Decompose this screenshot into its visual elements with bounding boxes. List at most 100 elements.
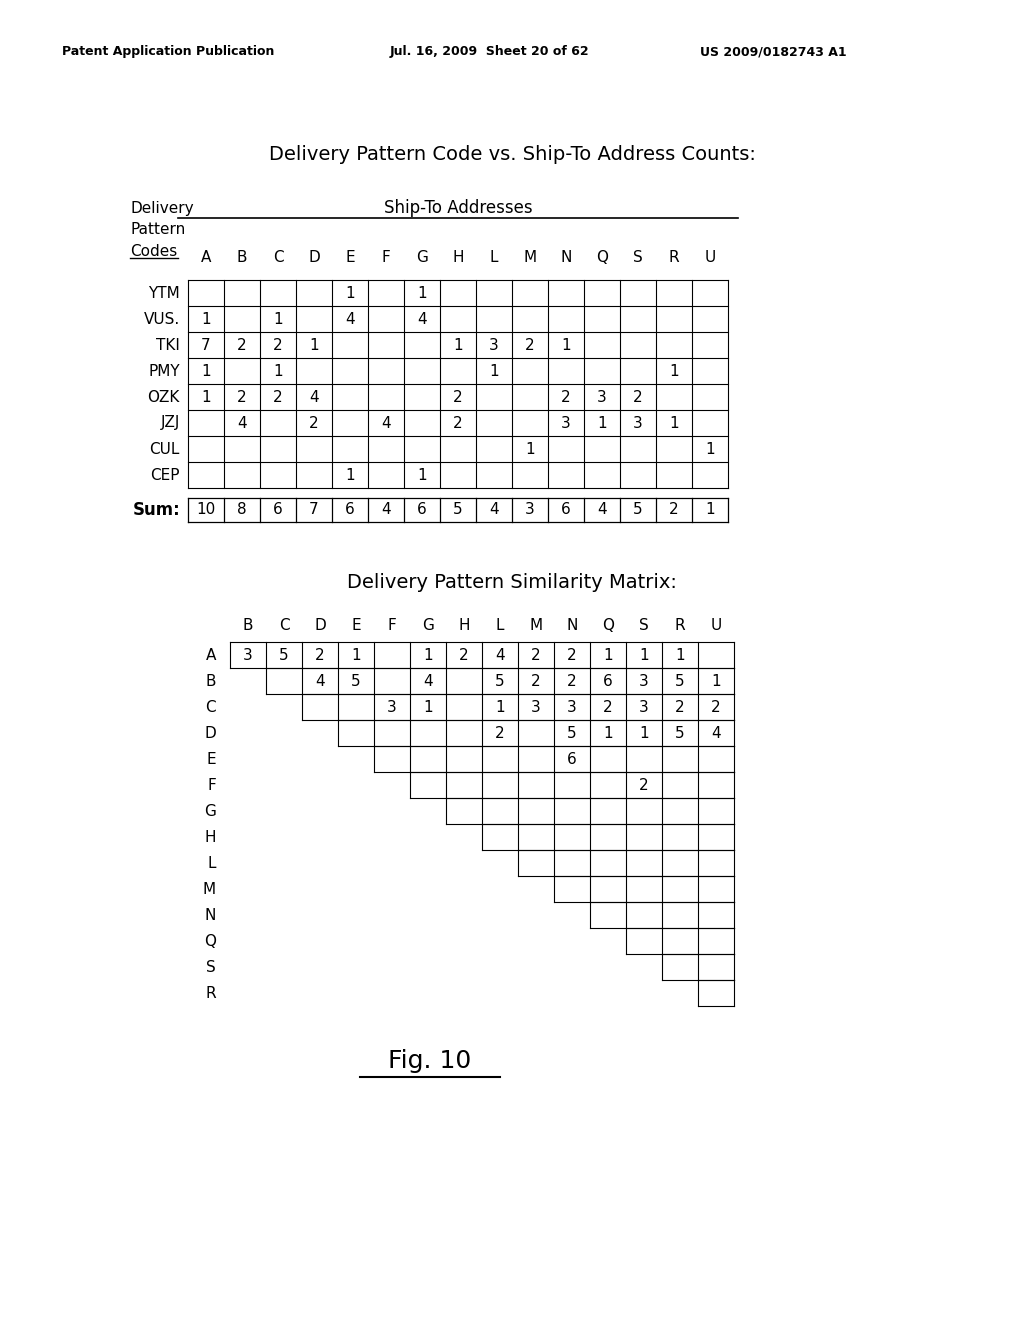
Text: E: E: [207, 751, 216, 767]
Text: CEP: CEP: [151, 467, 180, 483]
Text: CUL: CUL: [150, 441, 180, 457]
Text: 3: 3: [561, 416, 570, 430]
Text: C: C: [206, 700, 216, 714]
Text: E: E: [351, 619, 360, 634]
Text: 2: 2: [238, 389, 247, 404]
Text: 3: 3: [597, 389, 607, 404]
Text: 5: 5: [351, 673, 360, 689]
Text: S: S: [206, 960, 216, 974]
Text: 5: 5: [675, 726, 685, 741]
Text: 2: 2: [567, 673, 577, 689]
Text: 4: 4: [238, 416, 247, 430]
Text: 10: 10: [197, 503, 216, 517]
Text: 3: 3: [489, 338, 499, 352]
Text: JZJ: JZJ: [161, 416, 180, 430]
Text: 6: 6: [567, 751, 577, 767]
Text: 1: 1: [670, 416, 679, 430]
Text: 1: 1: [496, 700, 505, 714]
Text: OZK: OZK: [147, 389, 180, 404]
Text: 7: 7: [201, 338, 211, 352]
Text: 2: 2: [603, 700, 612, 714]
Text: 5: 5: [633, 503, 643, 517]
Text: R: R: [675, 619, 685, 634]
Text: TKI: TKI: [156, 338, 180, 352]
Text: 1: 1: [345, 285, 354, 301]
Text: 3: 3: [531, 700, 541, 714]
Text: 2: 2: [454, 389, 463, 404]
Text: 4: 4: [489, 503, 499, 517]
Text: 2: 2: [315, 648, 325, 663]
Text: B: B: [237, 251, 247, 265]
Text: 5: 5: [567, 726, 577, 741]
Text: 1: 1: [597, 416, 607, 430]
Text: C: C: [272, 251, 284, 265]
Text: H: H: [459, 619, 470, 634]
Text: 2: 2: [459, 648, 469, 663]
Text: Ship-To Addresses: Ship-To Addresses: [384, 199, 532, 216]
Text: YTM: YTM: [148, 285, 180, 301]
Text: 1: 1: [273, 312, 283, 326]
Text: 1: 1: [273, 363, 283, 379]
Text: 1: 1: [351, 648, 360, 663]
Text: M: M: [523, 251, 537, 265]
Text: Fig. 10: Fig. 10: [388, 1049, 472, 1073]
Text: 8: 8: [238, 503, 247, 517]
Text: 5: 5: [496, 673, 505, 689]
Text: Delivery: Delivery: [130, 201, 194, 215]
Text: 1: 1: [201, 389, 211, 404]
Text: 4: 4: [712, 726, 721, 741]
Text: Codes: Codes: [130, 244, 177, 260]
Text: F: F: [388, 619, 396, 634]
Text: 3: 3: [525, 503, 535, 517]
Text: US 2009/0182743 A1: US 2009/0182743 A1: [700, 45, 847, 58]
Text: H: H: [453, 251, 464, 265]
Text: 1: 1: [603, 726, 612, 741]
Text: 1: 1: [712, 673, 721, 689]
Text: 2: 2: [567, 648, 577, 663]
Text: 1: 1: [309, 338, 318, 352]
Text: Patent Application Publication: Patent Application Publication: [62, 45, 274, 58]
Text: 4: 4: [381, 503, 391, 517]
Text: U: U: [705, 251, 716, 265]
Text: Sum:: Sum:: [132, 502, 180, 519]
Text: 5: 5: [454, 503, 463, 517]
Text: 1: 1: [675, 648, 685, 663]
Text: N: N: [205, 908, 216, 923]
Text: N: N: [560, 251, 571, 265]
Text: 6: 6: [345, 503, 355, 517]
Text: A: A: [201, 251, 211, 265]
Text: 1: 1: [706, 503, 715, 517]
Text: 2: 2: [712, 700, 721, 714]
Text: Q: Q: [602, 619, 614, 634]
Text: 6: 6: [561, 503, 570, 517]
Text: 2: 2: [525, 338, 535, 352]
Text: 3: 3: [243, 648, 253, 663]
Text: PMY: PMY: [148, 363, 180, 379]
Text: G: G: [204, 804, 216, 818]
Text: 1: 1: [525, 441, 535, 457]
Text: 1: 1: [423, 700, 433, 714]
Text: R: R: [669, 251, 679, 265]
Text: 1: 1: [561, 338, 570, 352]
Text: 3: 3: [639, 700, 649, 714]
Text: 1: 1: [639, 648, 649, 663]
Text: D: D: [204, 726, 216, 741]
Text: Delivery Pattern Code vs. Ship-To Address Counts:: Delivery Pattern Code vs. Ship-To Addres…: [268, 145, 756, 165]
Text: E: E: [345, 251, 354, 265]
Text: 2: 2: [273, 338, 283, 352]
Text: 4: 4: [423, 673, 433, 689]
Text: C: C: [279, 619, 290, 634]
Text: 4: 4: [381, 416, 391, 430]
Text: 2: 2: [273, 389, 283, 404]
Text: 6: 6: [603, 673, 613, 689]
Text: 1: 1: [417, 285, 427, 301]
Text: 2: 2: [238, 338, 247, 352]
Text: 1: 1: [454, 338, 463, 352]
Text: 4: 4: [496, 648, 505, 663]
Text: 1: 1: [603, 648, 612, 663]
Text: 4: 4: [309, 389, 318, 404]
Text: 1: 1: [670, 363, 679, 379]
Text: 2: 2: [531, 673, 541, 689]
Text: 5: 5: [280, 648, 289, 663]
Text: 1: 1: [201, 312, 211, 326]
